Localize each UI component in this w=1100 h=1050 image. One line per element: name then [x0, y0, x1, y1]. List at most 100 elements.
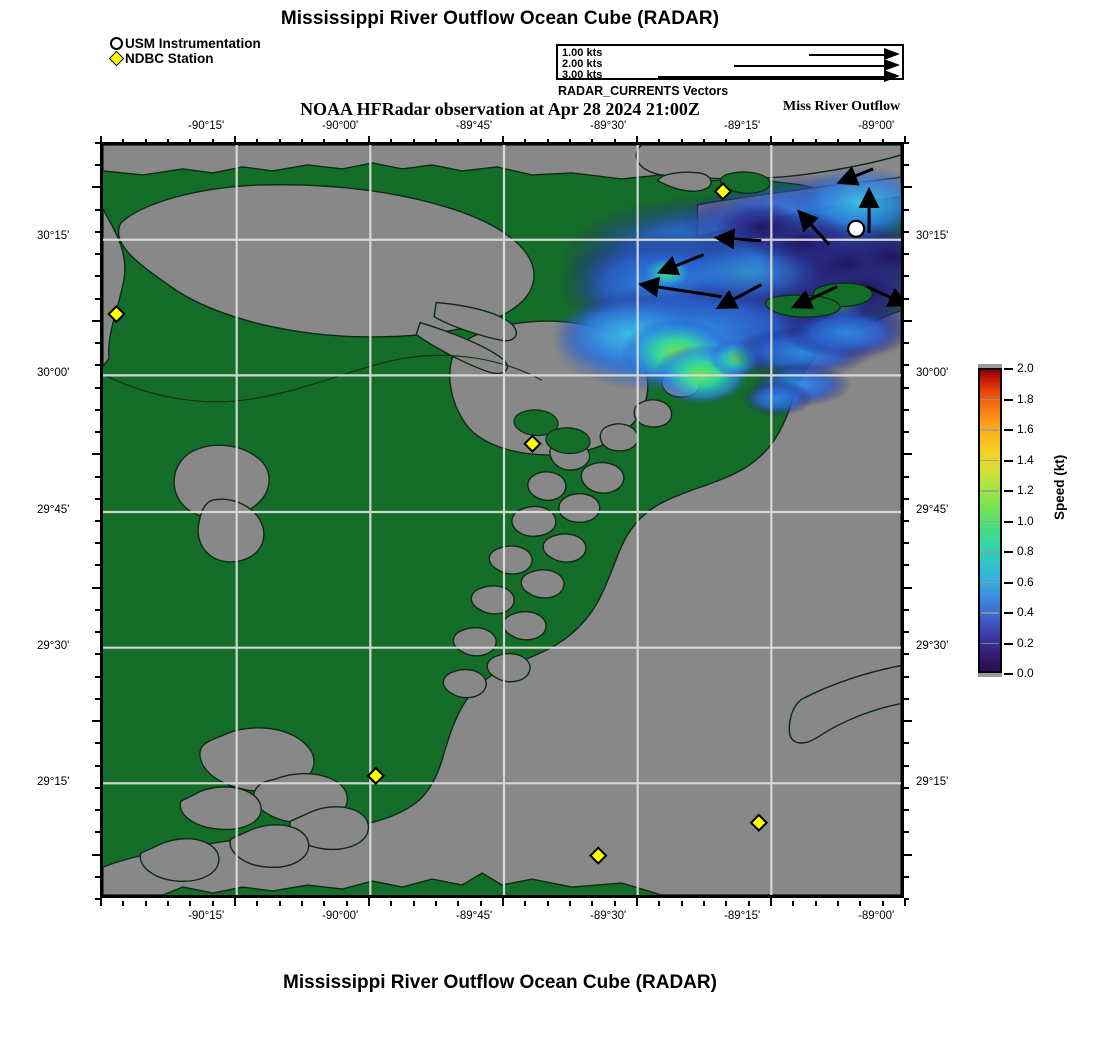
axis-tick — [301, 139, 303, 144]
land-shelf-east — [788, 664, 901, 744]
colorbar-gridline — [981, 581, 999, 583]
current-arrow — [715, 283, 763, 310]
vector-scale-label-1: 1.00 kts — [562, 47, 603, 59]
axis-tick — [747, 139, 750, 144]
axis-tick — [457, 901, 460, 906]
axis-tick — [95, 142, 100, 144]
lat-label-right-0: 30°15' — [916, 230, 949, 242]
axis-tick — [904, 542, 909, 545]
axis-tick — [591, 901, 594, 906]
axis-tick — [479, 139, 482, 144]
colorbar-tick — [1004, 398, 1013, 401]
axis-tick — [92, 453, 100, 456]
axis-tick — [613, 139, 616, 144]
axis-tick — [144, 901, 147, 906]
lat-label-left-2: 29°45' — [37, 504, 70, 516]
colorbar-tick-label: 0.6 — [1017, 574, 1034, 589]
axis-tick — [95, 164, 100, 167]
axis-tick — [904, 453, 912, 456]
axis-tick — [904, 764, 909, 767]
axis-tick — [904, 342, 909, 345]
axis-tick — [904, 386, 909, 389]
axis-tick — [904, 142, 909, 144]
colorbar-gridline — [981, 520, 999, 522]
axis-tick — [658, 139, 661, 144]
lat-label-left-3: 29°30' — [37, 640, 70, 652]
axis-tick — [435, 139, 437, 144]
lon-label-top-2: -89°45' — [456, 120, 493, 132]
axis-tick — [904, 653, 909, 656]
axis-tick — [904, 164, 909, 167]
vector-scale-row-1: 1.00 kts — [558, 47, 902, 60]
axis-tick — [904, 631, 909, 634]
axis-tick — [881, 901, 884, 906]
axis-tick — [256, 901, 259, 906]
axis-tick — [189, 139, 192, 144]
current-arrow — [656, 253, 705, 276]
axis-tick — [368, 898, 370, 906]
axis-tick — [904, 475, 909, 478]
lat-label-right-2: 29°45' — [916, 504, 949, 516]
axis-tick — [323, 139, 326, 144]
coastline-strokes — [103, 354, 543, 403]
axis-tick — [904, 319, 912, 322]
axis-tick — [904, 742, 909, 745]
axis-ticks-left — [92, 142, 100, 900]
axis-tick — [658, 901, 661, 906]
vector-arrowhead-2 — [884, 59, 900, 71]
axis-tick — [95, 742, 100, 745]
lat-label-right-4: 29°15' — [916, 776, 949, 788]
axis-tick — [904, 898, 909, 900]
axis-tick — [904, 431, 909, 434]
axis-tick — [881, 139, 884, 144]
axis-tick — [524, 139, 527, 144]
axis-tick — [95, 297, 100, 300]
axis-tick — [95, 831, 100, 834]
station-markers — [107, 182, 866, 865]
colorbar-tick — [1004, 642, 1013, 645]
colorbar-tick — [1004, 429, 1013, 431]
axis-tick — [122, 901, 125, 906]
axis-tick — [636, 136, 638, 144]
axis-tick — [703, 901, 705, 906]
axis-tick — [703, 139, 705, 144]
axis-tick — [792, 901, 795, 906]
colorbar-tick — [1004, 368, 1013, 370]
marker-legend: USM Instrumentation NDBC Station — [108, 36, 261, 67]
lon-label-top-0: -90°15' — [188, 120, 225, 132]
axis-tick — [457, 139, 460, 144]
axis-tick — [345, 901, 348, 906]
axis-tick — [92, 319, 100, 322]
axis-tick — [189, 901, 192, 906]
map-canvas[interactable] — [100, 142, 904, 898]
lat-label-left-0: 30°15' — [37, 230, 70, 242]
vector-scale-label-2: 2.00 kts — [562, 58, 603, 70]
lon-label-top-3: -89°30' — [590, 120, 627, 132]
colorbar-tick-label: 1.4 — [1017, 452, 1034, 467]
axis-tick — [435, 901, 437, 906]
colorbar-tick-label: 1.6 — [1017, 422, 1034, 436]
axis-tick — [167, 901, 169, 906]
axis-tick — [95, 408, 100, 411]
colorbar-tick — [1004, 520, 1013, 523]
axis-tick — [904, 831, 909, 834]
colorbar-gridline — [981, 459, 999, 461]
axis-tick — [95, 520, 100, 522]
observation-subtitle: NOAA HFRadar observation at Apr 28 2024 … — [300, 99, 700, 119]
lon-label-bottom-3: -89°30' — [590, 910, 627, 922]
axis-tick — [122, 139, 125, 144]
land-marsh-bottomleft — [139, 727, 370, 882]
axis-tick — [95, 653, 100, 656]
axis-ticks-right — [904, 142, 912, 900]
axis-tick — [904, 675, 909, 678]
axis-tick — [502, 898, 504, 906]
legend-item-usm: USM Instrumentation — [110, 36, 261, 51]
lon-label-bottom-4: -89°15' — [724, 910, 761, 922]
vector-shaft-2 — [734, 65, 884, 67]
axis-tick — [256, 139, 259, 144]
colorbar-gridline — [981, 398, 999, 400]
vector-legend-caption: RADAR_CURRENTS Vectors — [558, 84, 729, 98]
axis-ticks-top — [100, 136, 906, 144]
axis-tick — [904, 809, 909, 812]
axis-tick — [345, 139, 348, 144]
